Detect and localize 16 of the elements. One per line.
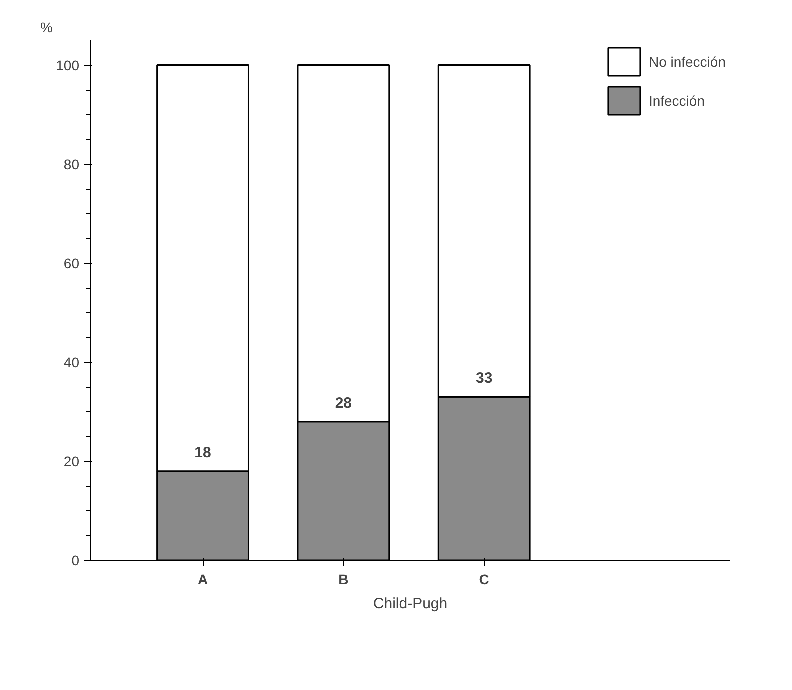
x-tick-label: B — [338, 572, 349, 588]
x-tick-label: C — [479, 572, 490, 588]
legend-label: Infección — [648, 92, 705, 108]
y-tick-label: 0 — [72, 552, 80, 568]
y-axis-title: % — [40, 20, 53, 36]
data-label: 18 — [194, 444, 212, 462]
y-tick-label: 80 — [64, 156, 80, 172]
y-tick-label: 60 — [64, 255, 80, 272]
y-tick-label: 40 — [64, 354, 80, 370]
data-label: 33 — [476, 370, 493, 388]
data-label: 28 — [335, 394, 352, 412]
x-axis-title: Child-Pugh — [373, 596, 448, 612]
y-tick-label: 100 — [56, 57, 80, 74]
legend-label: No infección — [648, 54, 726, 70]
x-tick-label: A — [198, 572, 208, 588]
y-tick-label: 20 — [64, 453, 80, 470]
